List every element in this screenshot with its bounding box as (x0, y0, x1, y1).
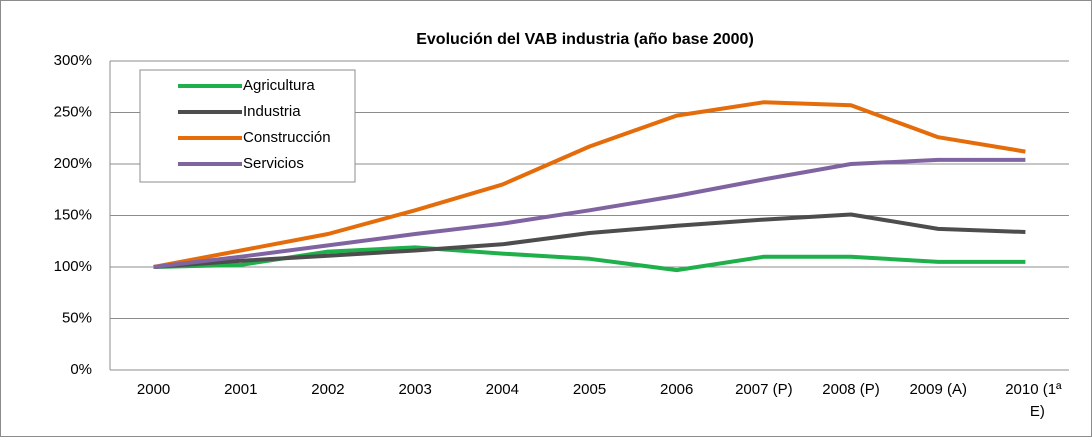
x-tick-label: 2006 (660, 381, 693, 398)
legend-label: Servicios (243, 155, 304, 172)
x-tick-label: 2000 (137, 381, 170, 398)
x-tick-label: 2005 (573, 381, 606, 398)
y-tick-label: 150% (54, 206, 92, 223)
x-tick-label: 2009 (A) (909, 381, 967, 398)
x-tick-label: 2010 (1ª E) (1005, 381, 1062, 420)
y-tick-label: 250% (54, 103, 92, 120)
legend-label: Construcción (243, 129, 331, 146)
legend-label: Agricultura (243, 77, 315, 94)
legend: Agricultura Industria Construcción Servicio… (139, 69, 356, 183)
series-line (153, 157, 1026, 269)
x-tick-label: 2001 (224, 381, 257, 398)
x-tick-label: 2007 (P) (735, 381, 793, 398)
y-tick-label: 100% (54, 258, 92, 275)
y-tick-label: 300% (54, 52, 92, 69)
x-tick-label: 2003 (398, 381, 431, 398)
series-line (153, 100, 1026, 269)
series-line (153, 212, 1026, 269)
x-tick-label: 2008 (P) (822, 381, 880, 398)
legend-label: Industria (243, 103, 301, 120)
chart-title: Evolución del VAB industria (año base 20… (416, 31, 754, 48)
x-tick-label-line: E) (1030, 403, 1045, 420)
x-tick-label: 2002 (311, 381, 344, 398)
legend-box (139, 69, 356, 183)
y-tick-label: 50% (62, 309, 92, 326)
y-tick-label: 200% (54, 155, 92, 172)
x-tick-label-line: 2010 (1ª (1005, 381, 1062, 398)
x-tick-label: 2004 (486, 381, 519, 398)
y-tick-label: 0% (70, 361, 92, 378)
